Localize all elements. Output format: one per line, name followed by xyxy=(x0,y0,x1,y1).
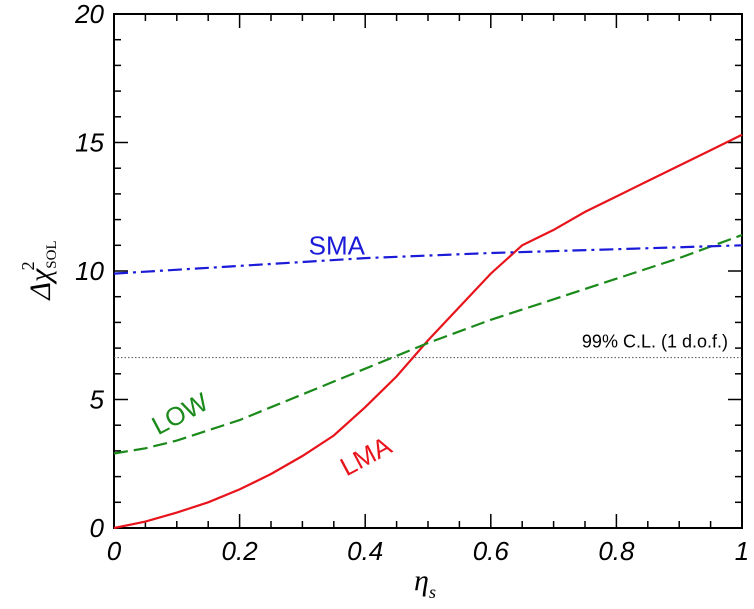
x-tick-label: 0.8 xyxy=(598,536,635,566)
series-low-line xyxy=(113,233,743,455)
cl-label: 99% C.L. (1 d.o.f.) xyxy=(582,332,728,352)
x-axis-title: ηs xyxy=(414,564,436,602)
series-group xyxy=(113,133,743,530)
ticks xyxy=(113,13,743,529)
series-lma-line xyxy=(113,133,743,530)
x-tick-label: 0.2 xyxy=(222,536,259,566)
y-axis-title-sup: 2 xyxy=(18,261,38,270)
y-tick-label: 5 xyxy=(90,385,105,415)
y-axis-title-sub: SOL xyxy=(44,240,60,268)
label-sma: SMA xyxy=(309,230,366,260)
y-tick-label: 20 xyxy=(74,0,104,29)
y-tick-label: 15 xyxy=(75,128,104,158)
x-tick-label: 0.6 xyxy=(473,536,510,566)
plot-frame xyxy=(113,13,743,529)
x-tick-label: 0.4 xyxy=(347,536,383,566)
label-lma: LMA xyxy=(335,430,397,482)
x-tick-label: 0 xyxy=(107,536,122,566)
x-axis-title-main: η xyxy=(414,564,429,597)
y-tick-label: 0 xyxy=(90,513,105,543)
reference-lines: 99% C.L. (1 d.o.f.) xyxy=(114,332,742,359)
x-axis-title-sub: s xyxy=(429,582,436,602)
x-tick-label: 1 xyxy=(735,536,749,566)
y-tick-label: 10 xyxy=(75,256,104,286)
series-sma-line xyxy=(113,244,743,275)
y-axis-title: ΔχSOL 2 xyxy=(18,240,60,300)
y-axis-title-main: Δχ xyxy=(24,268,57,301)
